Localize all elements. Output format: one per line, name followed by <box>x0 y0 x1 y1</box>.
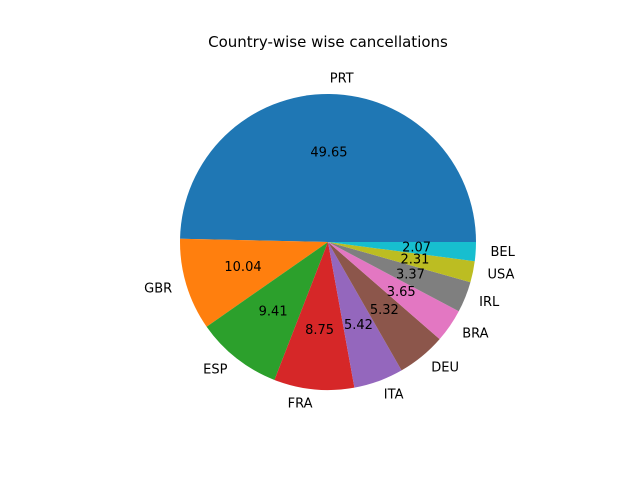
slice-value-fra: 8.75 <box>305 323 334 338</box>
slice-value-deu: 5.32 <box>370 303 399 318</box>
slice-label-ita: ITA <box>384 387 404 402</box>
slice-label-bra: BRA <box>462 327 488 342</box>
pie-slice-esp <box>206 242 328 380</box>
slice-label-irl: IRL <box>479 295 500 310</box>
pie-slice-ita <box>328 242 402 388</box>
pie-slice-irl <box>328 242 471 312</box>
pie-slice-prt <box>180 93 476 242</box>
slice-label-esp: ESP <box>203 363 227 378</box>
pie-slice-fra <box>274 242 355 390</box>
slice-label-bel: BEL <box>490 245 515 260</box>
slice-label-gbr: GBR <box>144 282 172 297</box>
pie-slice-bel <box>328 242 476 262</box>
slice-label-fra: FRA <box>288 397 313 412</box>
pie-slice-usa <box>328 242 475 283</box>
slice-label-deu: DEU <box>431 360 459 375</box>
slice-value-bel: 2.07 <box>402 240 431 255</box>
slice-value-usa: 2.31 <box>401 252 430 267</box>
slice-value-gbr: 10.04 <box>224 260 261 275</box>
slice-value-irl: 3.37 <box>396 268 425 283</box>
slice-value-bra: 3.65 <box>387 285 416 300</box>
slice-value-prt: 49.65 <box>310 146 347 161</box>
pie-slice-bra <box>328 242 459 340</box>
slice-value-esp: 9.41 <box>259 304 288 319</box>
slice-value-ita: 5.42 <box>344 318 373 333</box>
pie-slice-gbr <box>179 238 328 327</box>
slice-label-usa: USA <box>487 267 514 282</box>
slice-label-prt: PRT <box>330 72 354 87</box>
pie-slice-deu <box>328 242 440 371</box>
chart-title: Country-wise wise cancellations <box>208 33 448 51</box>
